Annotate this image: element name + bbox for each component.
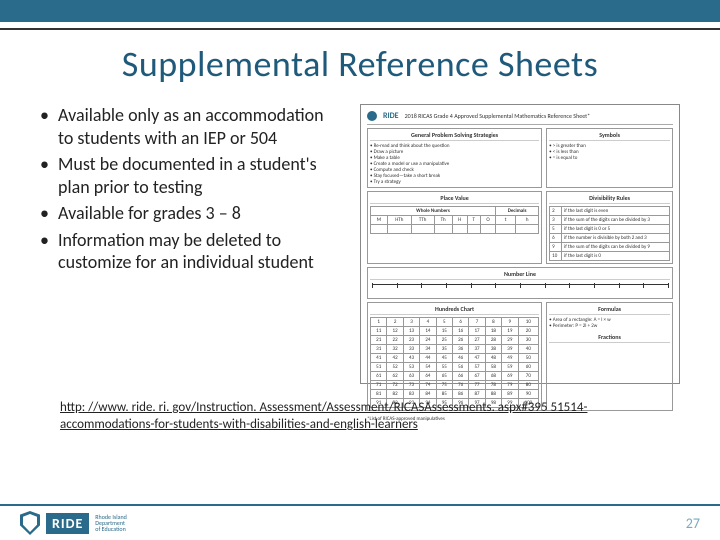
figure-header: RIDE 2018 RICAS Grade 4 Approved Supplem… xyxy=(367,111,673,125)
bullet-item: Available for grades 3 – 8 xyxy=(40,202,340,225)
footer-logo: RIDE Rhode Island Department of Educatio… xyxy=(20,511,127,535)
fractions-title: Fractions xyxy=(549,333,670,343)
content-row: Available only as an accommodation to st… xyxy=(0,104,720,384)
slide-title: Supplemental Reference Sheets xyxy=(0,42,720,86)
reference-sheet-figure: RIDE 2018 RICAS Grade 4 Approved Supplem… xyxy=(360,104,680,384)
number-line-title: Number Line xyxy=(370,270,670,280)
bullet-item: Must be documented in a student's plan p… xyxy=(40,153,340,198)
bullet-item: Information may be deleted to customize … xyxy=(40,229,340,274)
strategies-list: Re-read and think about the questionDraw… xyxy=(370,143,539,185)
hundreds-chart: 1234567891011121314151617181920212223242… xyxy=(370,317,539,408)
footer-brand: RIDE xyxy=(46,513,89,534)
page-number: 27 xyxy=(686,515,700,532)
formulas-list: Area of a rectangle: A = l × wPerimeter:… xyxy=(549,317,670,329)
ride-logo-icon xyxy=(367,111,377,121)
formulas-title: Formulas xyxy=(549,305,670,315)
divisibility-table: 2if the last digit is even3if the sum of… xyxy=(549,206,670,261)
hundreds-chart-title: Hundreds Chart xyxy=(370,305,539,315)
symbols-list: > is greater than< is less than= is equa… xyxy=(549,143,670,161)
header-rule xyxy=(0,28,720,30)
bullet-item: Available only as an accommodation to st… xyxy=(40,104,340,149)
place-value-title: Place Value xyxy=(370,194,539,204)
symbols-title: Symbols xyxy=(549,131,670,141)
figure-brand: RIDE xyxy=(383,111,399,121)
bullet-list: Available only as an accommodation to st… xyxy=(40,104,340,384)
figure-title: 2018 RICAS Grade 4 Approved Supplemental… xyxy=(405,112,591,120)
shield-icon xyxy=(20,511,40,535)
footer-subtitle: Rhode Island Department of Education xyxy=(95,514,126,532)
number-line xyxy=(372,284,668,292)
divisibility-title: Divisibility Rules xyxy=(549,194,670,204)
place-value-table: Whole NumbersDecimalsMHThTThThHTOth xyxy=(370,206,539,234)
header-bar xyxy=(0,0,720,22)
strategies-title: General Problem Solving Strategies xyxy=(370,131,539,141)
slide-footer: RIDE Rhode Island Department of Educatio… xyxy=(0,504,720,540)
